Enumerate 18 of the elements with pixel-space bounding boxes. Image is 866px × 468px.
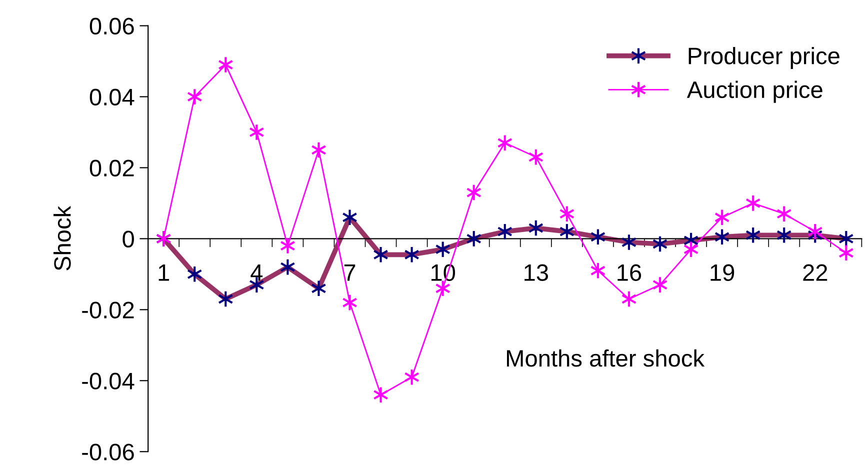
legend-label: Auction price — [686, 80, 822, 103]
x-tick-label: 22 — [803, 264, 828, 281]
x-tick-label: 4 — [250, 264, 263, 281]
y-tick-label: 0.06 — [90, 18, 134, 35]
y-tick-label: -0.02 — [82, 302, 134, 318]
y-tick-label: 0 — [122, 230, 134, 248]
y-tick-label: 0.04 — [90, 88, 134, 106]
x-axis-title: Months after shock — [506, 349, 705, 367]
x-tick-label: 1 — [158, 264, 170, 281]
x-tick-label: 7 — [344, 264, 356, 281]
x-tick-label: 16 — [618, 264, 642, 282]
x-tick-label: 13 — [524, 264, 548, 282]
y-tick-label: 0.02 — [90, 160, 134, 176]
y-axis-title: Shock — [54, 206, 71, 270]
y-tick-label: -0.04 — [82, 372, 134, 390]
y-tick-label: -0.06 — [82, 444, 134, 460]
legend-label: Producer price — [688, 46, 840, 69]
x-tick-label: 19 — [710, 264, 734, 282]
